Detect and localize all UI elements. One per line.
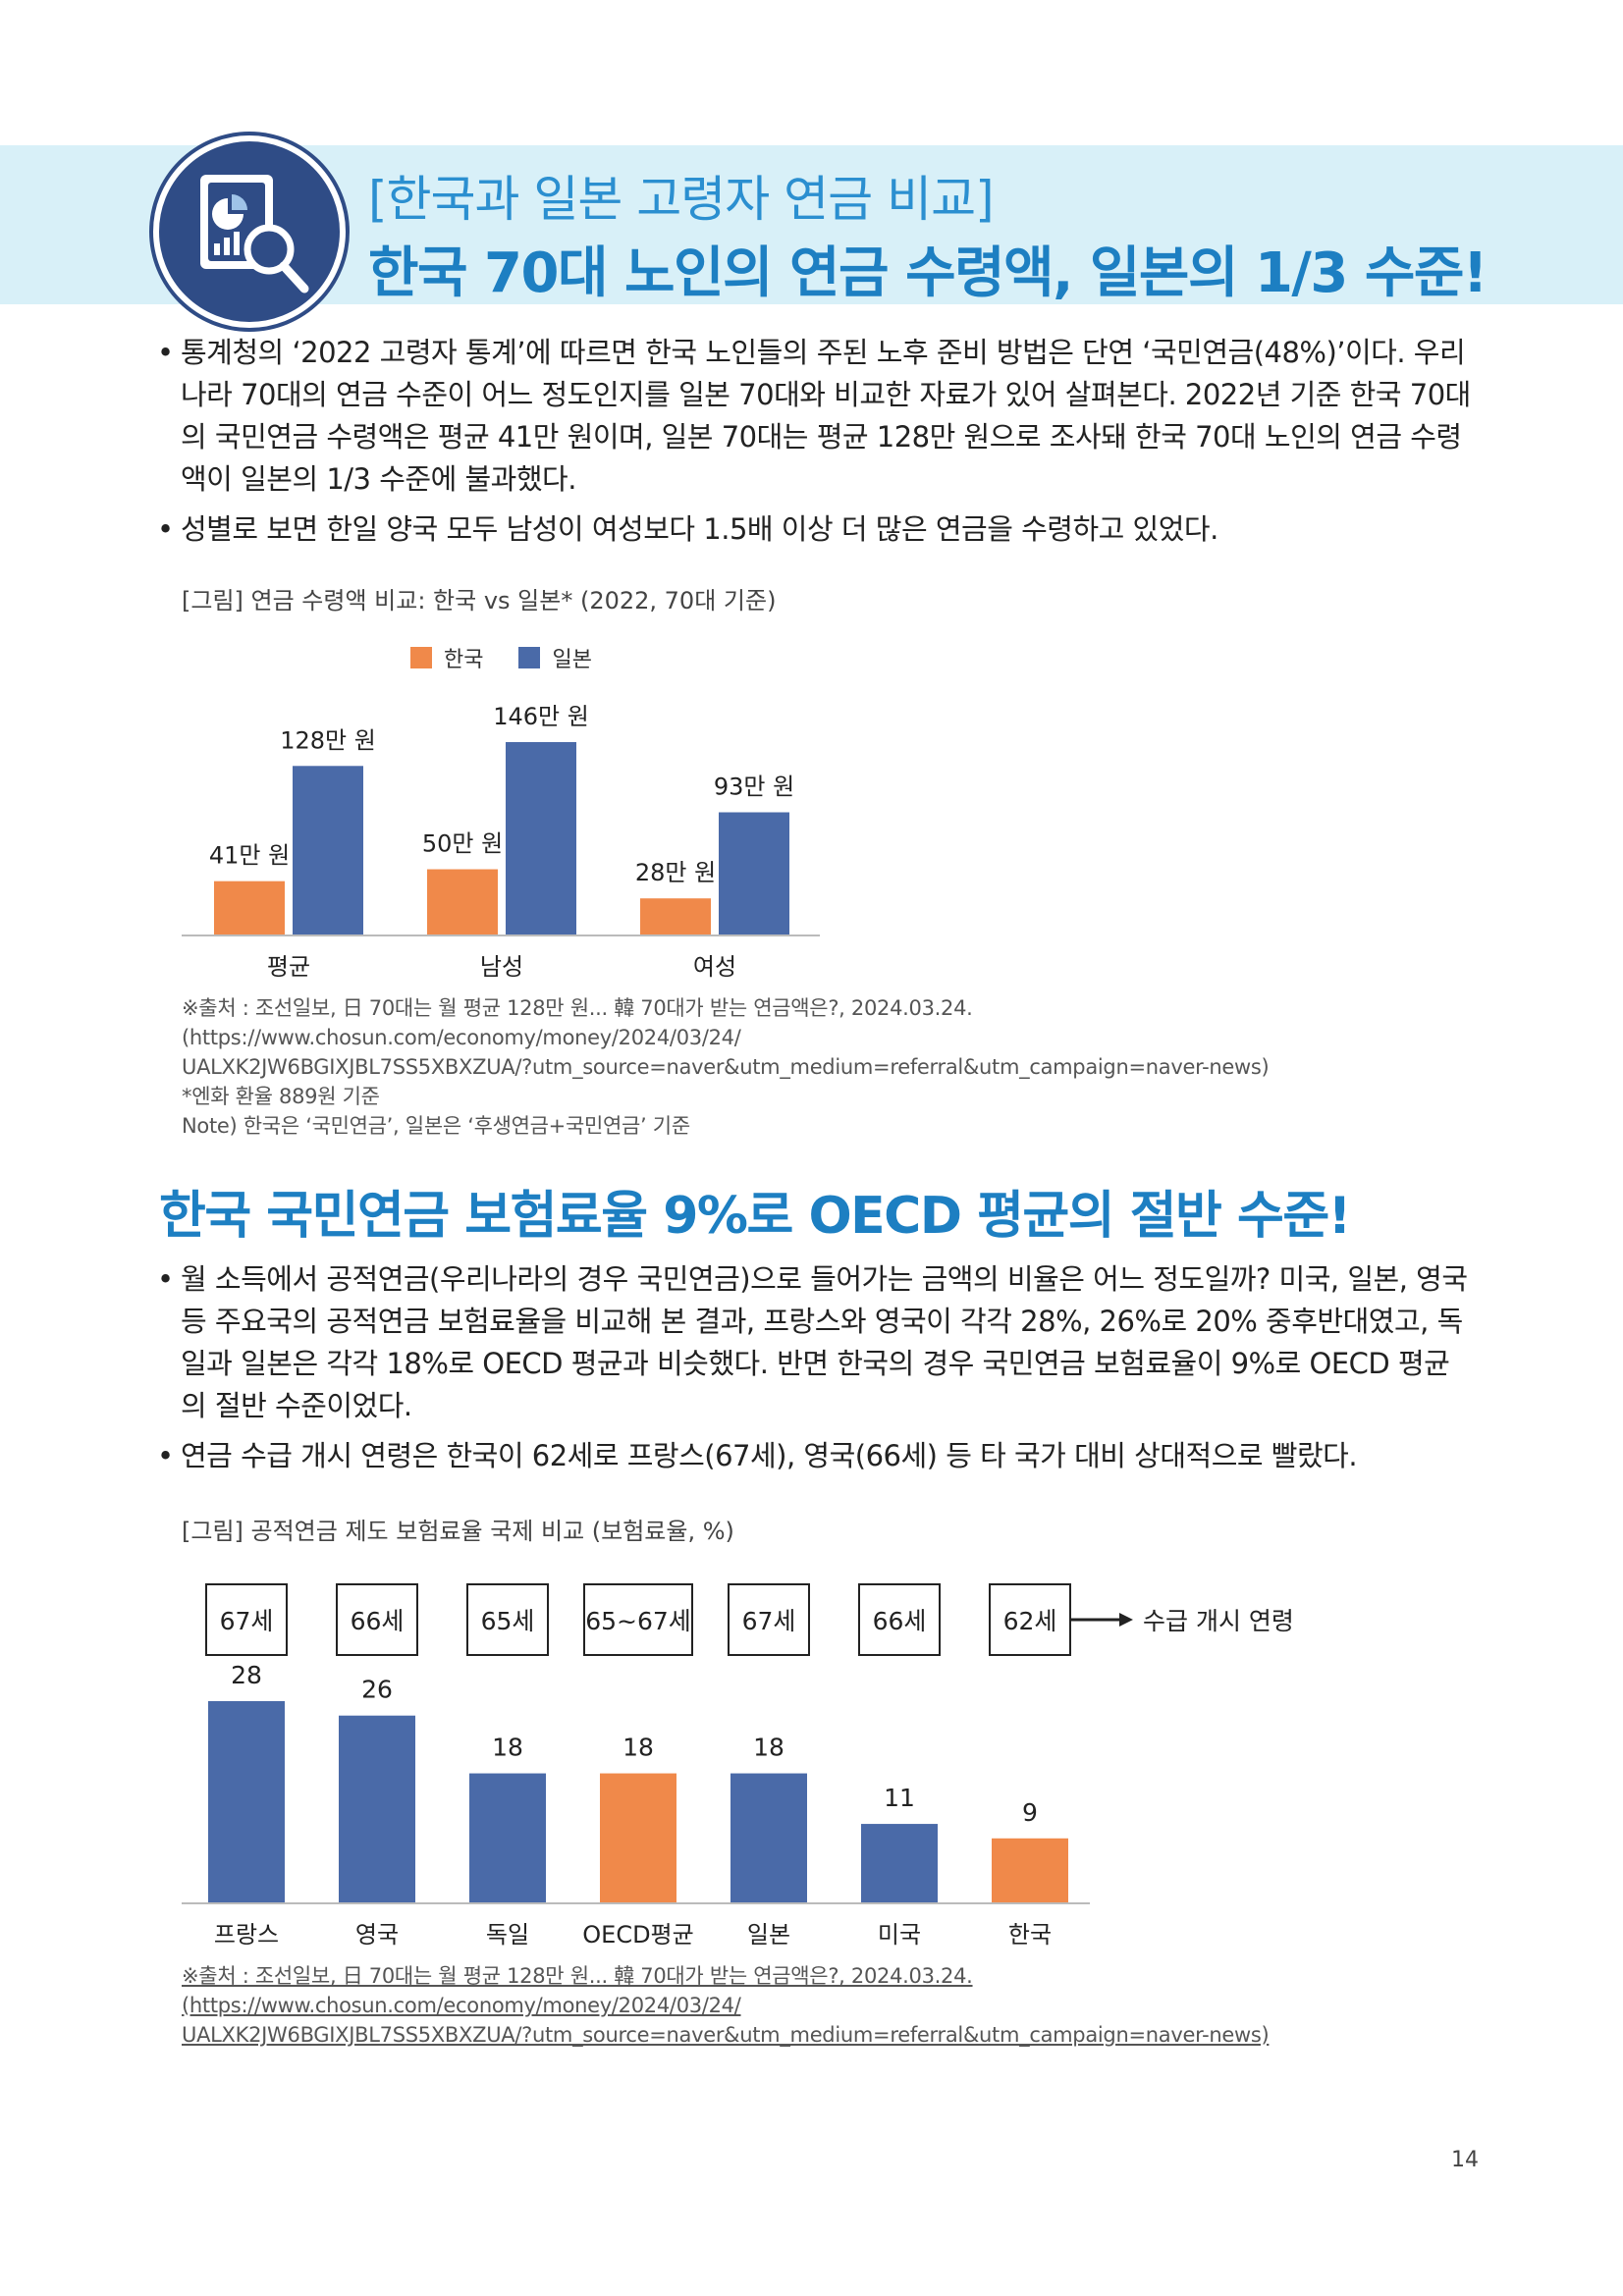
age-box: 62세	[989, 1583, 1071, 1656]
chart-bar	[214, 881, 285, 935]
data-label: 41만 원	[209, 842, 290, 870]
source-line: ※출처 : 조선일보, 日 70대는 월 평균 128만 원... 韓 70대가…	[182, 1964, 973, 2017]
chart-bar	[427, 869, 498, 935]
source-line: ※출처 : 조선일보, 日 70대는 월 평균 128만 원... 韓 70대가…	[182, 996, 973, 1049]
legend-swatch-japan	[518, 647, 541, 668]
category-tick-label: 영국	[355, 1921, 399, 1949]
data-label: 28	[231, 1661, 262, 1689]
category-tick-label: 남성	[480, 953, 523, 981]
header-badge	[153, 135, 346, 328]
chart-bar	[208, 1701, 285, 1903]
chart-bar	[600, 1773, 676, 1903]
age-box: 66세	[336, 1583, 418, 1656]
age-box: 67세	[205, 1583, 288, 1656]
chart-bar	[719, 812, 789, 935]
chart-bar	[506, 742, 576, 935]
bullet-item: 통계청의 ‘2022 고령자 통계’에 따르면 한국 노인들의 주된 노후 준비…	[157, 332, 1473, 501]
chart-magnifier-icon	[200, 175, 309, 294]
bullet-item: 연금 수급 개시 연령은 한국이 62세로 프랑스(67세), 영국(66세) …	[157, 1435, 1473, 1477]
figure2-source: ※출처 : 조선일보, 日 70대는 월 평균 128만 원... 韓 70대가…	[182, 1961, 1488, 2050]
data-label: 11	[884, 1784, 915, 1812]
page-headline: 한국 70대 노인의 연금 수령액, 일본의 1/3 수준!	[368, 241, 1488, 305]
arrow-right-icon	[1070, 1613, 1133, 1627]
data-label: 9	[1022, 1798, 1038, 1827]
category-tick-label: 평균	[267, 953, 310, 981]
chart1-legend: 한국 일본	[410, 642, 592, 673]
age-box: 67세	[728, 1583, 810, 1656]
category-tick-label: 미국	[878, 1921, 921, 1949]
chart-bar	[293, 766, 363, 935]
source-line: *엔화 환율 889원 기준	[182, 1085, 380, 1108]
data-label: 18	[492, 1734, 523, 1762]
bullet-item: 성별로 보면 한일 양국 모두 남성이 여성보다 1.5배 이상 더 많은 연금…	[157, 508, 1473, 551]
category-tick-label: OECD평균	[582, 1921, 693, 1949]
chart-bar	[992, 1838, 1068, 1903]
age-note-label: 수급 개시 연령	[1143, 1607, 1294, 1635]
bullet-item: 월 소득에서 공적연금(우리나라의 경우 국민연금)으로 들어가는 금액의 비율…	[157, 1258, 1473, 1427]
legend-label-korea: 한국	[444, 648, 484, 672]
category-tick-label: 여성	[693, 953, 736, 981]
data-label: 93만 원	[714, 774, 794, 801]
header-kicker: [한국과 일본 고령자 연금 비교]	[368, 171, 995, 228]
chart-bar	[339, 1715, 415, 1903]
legend-label-japan: 일본	[552, 648, 592, 672]
data-label: 28만 원	[635, 859, 716, 886]
figure1-source: ※출처 : 조선일보, 日 70대는 월 평균 128만 원... 韓 70대가…	[182, 993, 1488, 1141]
page-number: 14	[1451, 2148, 1479, 2172]
section1-bullets: 통계청의 ‘2022 고령자 통계’에 따르면 한국 노인들의 주된 노후 준비…	[157, 332, 1473, 559]
category-tick-label: 독일	[486, 1921, 529, 1949]
age-note: 수급 개시 연령	[1070, 1602, 1294, 1637]
legend-swatch-korea	[410, 647, 432, 668]
source-line: UALXK2JW6BGIXJBL7SS5XBXZUA/?utm_source=n…	[182, 1055, 1270, 1079]
chart-bar	[730, 1773, 807, 1903]
chart-bar	[640, 898, 711, 935]
section2-heading: 한국 국민연금 보험료율 9%로 OECD 평균의 절반 수준!	[159, 1187, 1351, 1246]
source-line: Note) 한국은 ‘국민연금’, 일본은 ‘후생연금+국민연금’ 기준	[182, 1114, 690, 1138]
section2-bullets: 월 소득에서 공적연금(우리나라의 경우 국민연금)으로 들어가는 금액의 비율…	[157, 1258, 1473, 1485]
figure1-caption: [그림] 연금 수령액 비교: 한국 vs 일본* (2022, 70대 기준)	[182, 587, 777, 614]
data-label: 26	[361, 1676, 393, 1704]
figure2-caption: [그림] 공적연금 제도 보험료율 국제 비교 (보험료율, %)	[182, 1518, 734, 1545]
data-label: 18	[753, 1734, 784, 1762]
chart-bar	[861, 1824, 938, 1903]
source-line: UALXK2JW6BGIXJBL7SS5XBXZUA/?utm_source=n…	[182, 2023, 1270, 2047]
age-box: 65세	[466, 1583, 549, 1656]
category-tick-label: 프랑스	[214, 1921, 279, 1949]
age-box: 65~67세	[583, 1583, 693, 1656]
data-label: 18	[622, 1734, 654, 1762]
data-label: 128만 원	[280, 726, 376, 754]
age-box: 66세	[858, 1583, 941, 1656]
data-label: 50만 원	[422, 830, 503, 858]
chart-bar	[469, 1773, 546, 1903]
data-label: 146만 원	[493, 703, 589, 730]
category-tick-label: 일본	[747, 1921, 790, 1949]
category-tick-label: 한국	[1008, 1921, 1052, 1949]
